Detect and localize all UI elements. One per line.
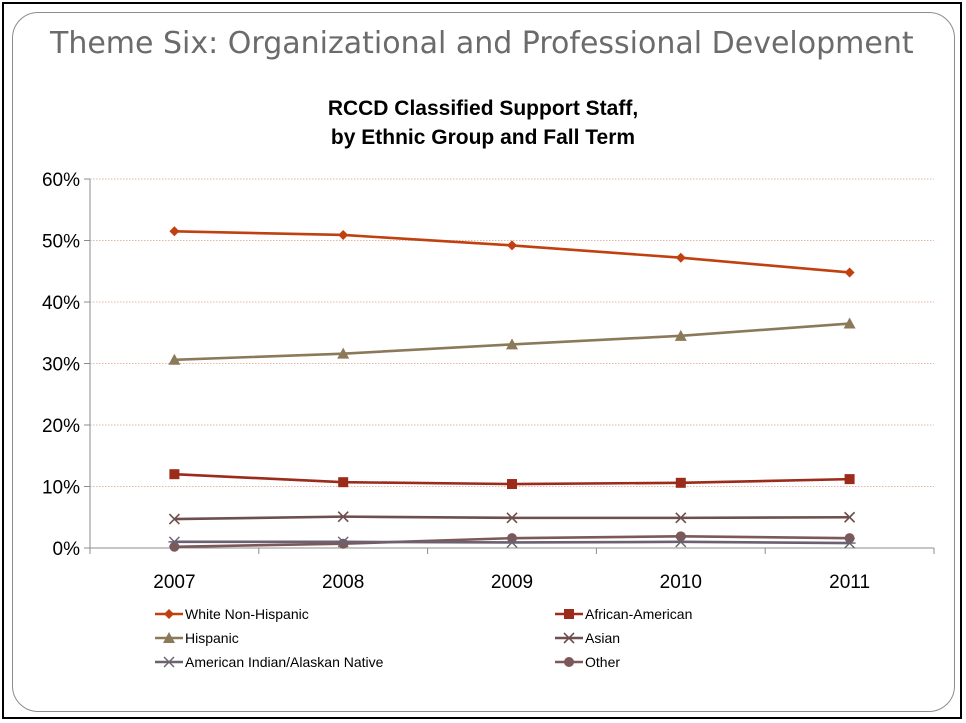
data-point-white-non-hispanic [169,226,180,237]
data-point-american-indian-alaskan-native [843,537,856,549]
legend-label: Hispanic [185,630,239,646]
data-point-other [675,531,686,542]
legend-item-white-non-hispanic: White Non-Hispanic [155,606,309,622]
legend-label: Asian [585,630,620,646]
legend-item-american-indian-alaskan-native: American Indian/Alaskan Native [155,654,384,670]
slide-inner-border [12,12,955,712]
data-point-asian [168,513,180,525]
data-point-other [844,533,855,544]
x-tick-label: 2010 [660,572,702,593]
data-point-american-indian-alaskan-native [506,536,518,548]
x-tick-label: 2008 [322,572,364,593]
legend-item-african-american: African-American [555,606,692,622]
y-tick-label: 50% [42,232,80,253]
y-tick-label: 0% [53,539,81,560]
legend-label: Other [585,654,620,670]
chart-title: RCCD Classified Support Staff, by Ethnic… [183,94,783,152]
legend-marker [563,632,575,644]
data-point-white-non-hispanic [338,229,349,240]
data-point-white-non-hispanic [675,252,686,263]
data-point-asian [844,511,856,523]
legend-label: American Indian/Alaskan Native [185,654,384,670]
data-point-other [169,541,180,552]
data-point-american-indian-alaskan-native [168,536,181,548]
data-point-white-non-hispanic [507,240,517,251]
data-point-hispanic [674,329,687,341]
x-tick-label: 2011 [829,572,870,593]
legend-marker [564,609,574,619]
data-point-african-american [844,474,855,485]
x-tick-label: 2007 [153,572,195,593]
chart-title-line-2: by Ethnic Group and Fall Term [330,126,636,149]
legend-item-hispanic: Hispanic [155,630,239,646]
data-point-hispanic [337,347,350,359]
data-point-hispanic [506,338,518,350]
data-point-african-american [507,479,517,490]
legend-marker [164,609,174,619]
series-line-white-non-hispanic [174,229,850,274]
x-tick-label: 2009 [491,572,533,593]
data-point-hispanic [168,353,181,365]
y-tick-label: 60% [42,170,80,191]
slide-title: Theme Six: Organizational and Profession… [50,26,914,61]
data-point-asian [337,511,349,523]
legend-marker [163,656,175,668]
data-point-white-non-hispanic [844,267,855,278]
data-point-asian [506,512,518,524]
y-tick-label: 10% [42,478,80,499]
legend-marker [564,657,574,667]
data-point-hispanic [843,317,856,329]
data-point-asian [675,512,687,524]
legend-item-asian: Asian [555,630,620,646]
legend-label: African-American [585,606,692,622]
legend-marker [163,632,175,643]
data-point-other [338,538,349,549]
data-point-african-american [169,469,180,480]
y-tick-label: 20% [42,416,80,437]
legend-label: White Non-Hispanic [185,606,309,622]
legend-item-other: Other [555,654,620,670]
data-point-american-indian-alaskan-native [674,536,687,548]
y-tick-label: 30% [42,355,80,376]
data-point-african-american [675,477,686,488]
data-point-african-american [338,477,349,488]
y-tick-label: 40% [42,293,80,314]
chart-title-line-1: RCCD Classified Support Staff, [327,97,639,120]
data-point-american-indian-alaskan-native [337,536,350,548]
